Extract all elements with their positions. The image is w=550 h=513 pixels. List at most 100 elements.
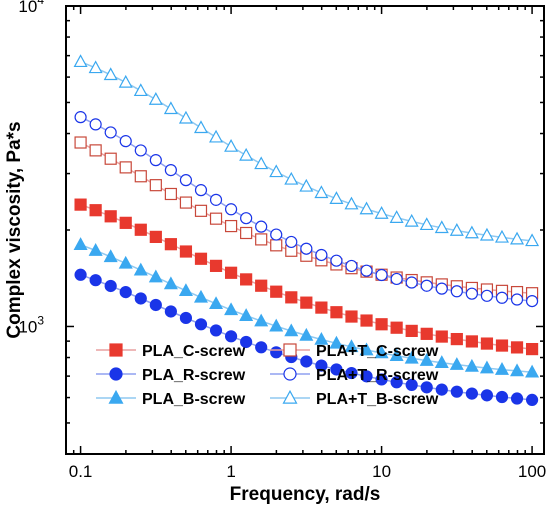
data-point: [88, 60, 103, 74]
data-point: [495, 390, 509, 404]
legend-marker: [283, 367, 297, 381]
data-point: [330, 306, 343, 319]
data-point: [103, 67, 118, 81]
data-point: [73, 54, 88, 68]
data-point: [344, 339, 359, 353]
legend-label: PLA+T_R-screw: [316, 367, 439, 384]
x-tick-label: 100: [518, 462, 546, 481]
y-tick-label: 104: [18, 0, 44, 16]
data-point: [315, 248, 328, 262]
data-point: [164, 238, 177, 251]
data-point: [435, 383, 448, 396]
data-point: [118, 74, 133, 88]
data-point: [464, 225, 479, 239]
data-point: [89, 144, 102, 157]
data-point: [420, 381, 433, 394]
data-point: [255, 220, 268, 233]
data-point: [134, 292, 147, 305]
data-point: [179, 311, 193, 325]
data-point: [224, 266, 238, 279]
data-point: [434, 220, 449, 234]
data-point: [209, 259, 223, 272]
data-point: [299, 178, 314, 192]
data-point: [359, 201, 374, 215]
data-point: [359, 342, 374, 356]
data-point: [270, 228, 283, 241]
data-point: [480, 389, 494, 402]
data-point: [133, 262, 148, 276]
legend-marker: [109, 367, 123, 381]
data-point: [74, 198, 87, 211]
data-point: [420, 279, 433, 292]
data-point: [209, 324, 223, 337]
data-point: [299, 327, 314, 341]
data-point: [419, 353, 434, 366]
series-line: [80, 203, 533, 350]
data-point: [74, 268, 87, 281]
data-point: [240, 335, 253, 349]
legend-item: PLA_R-screw: [96, 367, 246, 384]
data-point: [118, 255, 133, 269]
data-point: [89, 118, 102, 131]
data-point: [284, 323, 299, 337]
data-point: [345, 366, 358, 380]
data-point: [329, 191, 344, 204]
legend-item: PLA_C-screw: [96, 343, 246, 360]
data-point: [285, 235, 298, 249]
data-point: [495, 291, 509, 304]
data-point: [254, 313, 269, 327]
data-point: [404, 350, 419, 364]
data-point: [419, 217, 434, 231]
data-point: [240, 212, 253, 225]
data-point: [315, 301, 328, 314]
data-point: [480, 289, 494, 302]
data-point: [510, 363, 525, 377]
data-point: [164, 164, 177, 177]
legend-marker: [109, 343, 123, 357]
data-point: [224, 219, 238, 233]
data-point: [525, 294, 539, 308]
series-pla-t-b-screw: [73, 54, 540, 247]
data-point: [389, 348, 404, 362]
data-point: [375, 268, 388, 282]
data-point: [525, 364, 540, 378]
data-point: [374, 345, 389, 359]
data-point: [224, 138, 239, 152]
data-point: [119, 135, 132, 148]
series-line: [80, 141, 533, 294]
x-axis-title: Frequency, rad/s: [230, 484, 381, 505]
data-point: [405, 276, 418, 289]
data-point: [269, 164, 284, 178]
data-point: [254, 156, 269, 170]
data-point: [209, 212, 223, 225]
data-point: [104, 126, 117, 139]
data-point: [73, 237, 88, 250]
legend-item: PLA+T_C-screw: [270, 343, 439, 360]
data-point: [178, 110, 193, 124]
data-point: [224, 203, 238, 216]
data-point: [209, 193, 223, 206]
data-point: [285, 291, 298, 304]
series-pla-r-screw: [74, 268, 539, 407]
data-point: [314, 331, 329, 345]
data-point: [134, 170, 147, 183]
data-point: [525, 393, 539, 407]
data-point: [119, 216, 132, 229]
data-point: [450, 332, 463, 346]
data-point: [480, 337, 494, 350]
data-point: [284, 171, 299, 185]
data-point: [375, 373, 388, 386]
data-point: [149, 154, 162, 167]
data-point: [193, 120, 209, 134]
legend-label: PLA_C-screw: [142, 343, 246, 360]
data-point: [104, 210, 117, 223]
series-pla-c-screw: [74, 198, 539, 356]
data-point: [360, 314, 373, 327]
data-point: [255, 279, 268, 292]
data-point: [194, 318, 208, 331]
data-point: [405, 378, 418, 392]
data-point: [300, 242, 313, 255]
data-point: [270, 239, 283, 252]
data-point: [178, 283, 193, 297]
data-point: [255, 341, 268, 354]
